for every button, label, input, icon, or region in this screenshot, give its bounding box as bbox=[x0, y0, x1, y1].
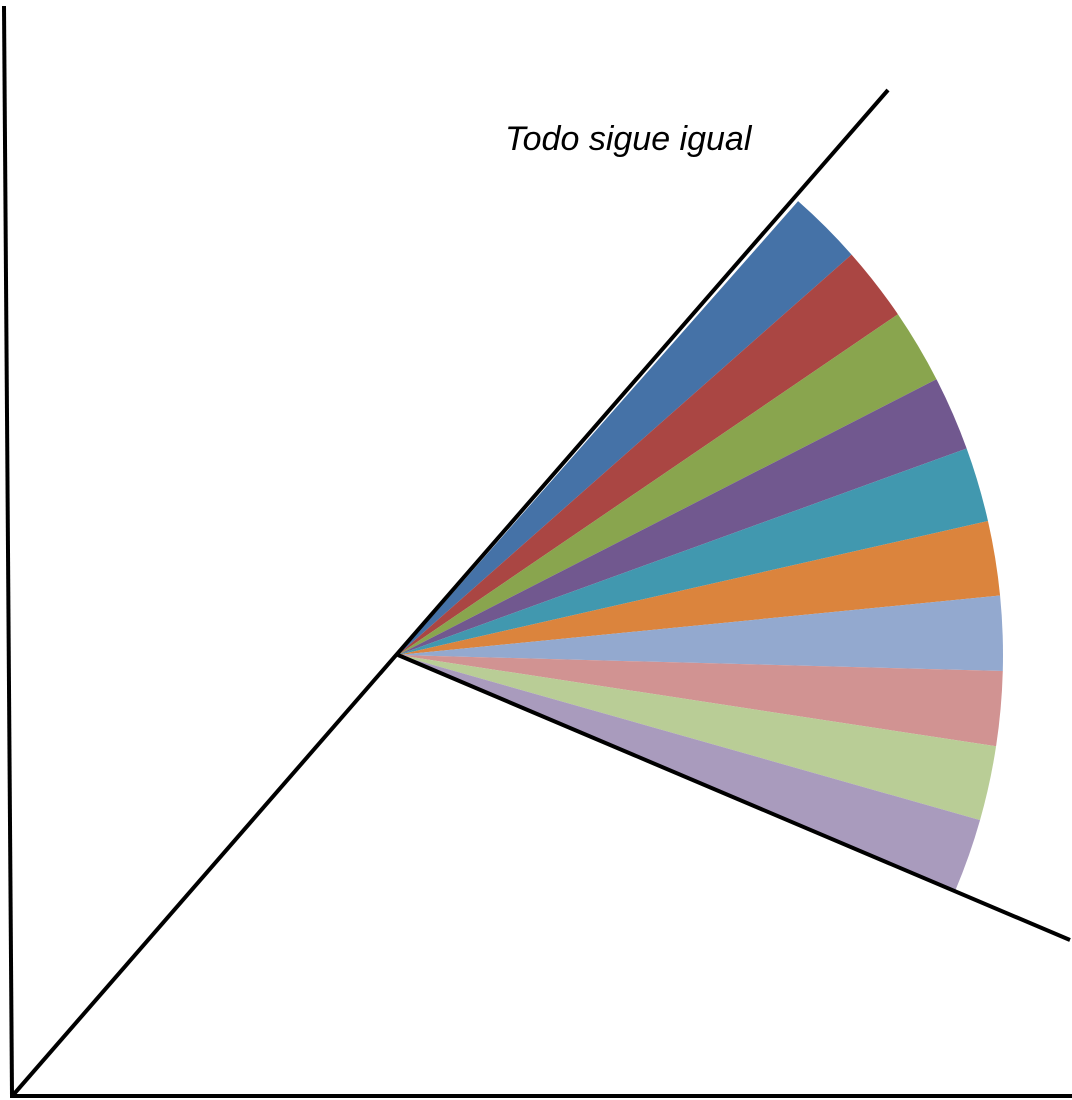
fan-wedge-4 bbox=[398, 379, 967, 655]
fan-wedge-8 bbox=[398, 655, 1003, 747]
fan-wedge-7 bbox=[398, 595, 1004, 672]
fan-wedge-3 bbox=[398, 314, 937, 655]
fan-wedges bbox=[398, 201, 1004, 892]
lower-ray-line bbox=[397, 653, 1071, 942]
fan-wedge-6 bbox=[398, 520, 1001, 655]
fan-wedge-2 bbox=[398, 254, 898, 655]
vertical-axis bbox=[2, 5, 14, 1097]
fan-wedge-10 bbox=[398, 655, 981, 892]
fan-wedge-9 bbox=[398, 655, 997, 821]
fan-wedge-1 bbox=[398, 201, 852, 655]
diagonal-line bbox=[12, 88, 890, 1096]
diagonal-label: Todo sigue igual bbox=[505, 120, 753, 158]
fan-wedge-5 bbox=[398, 448, 988, 655]
